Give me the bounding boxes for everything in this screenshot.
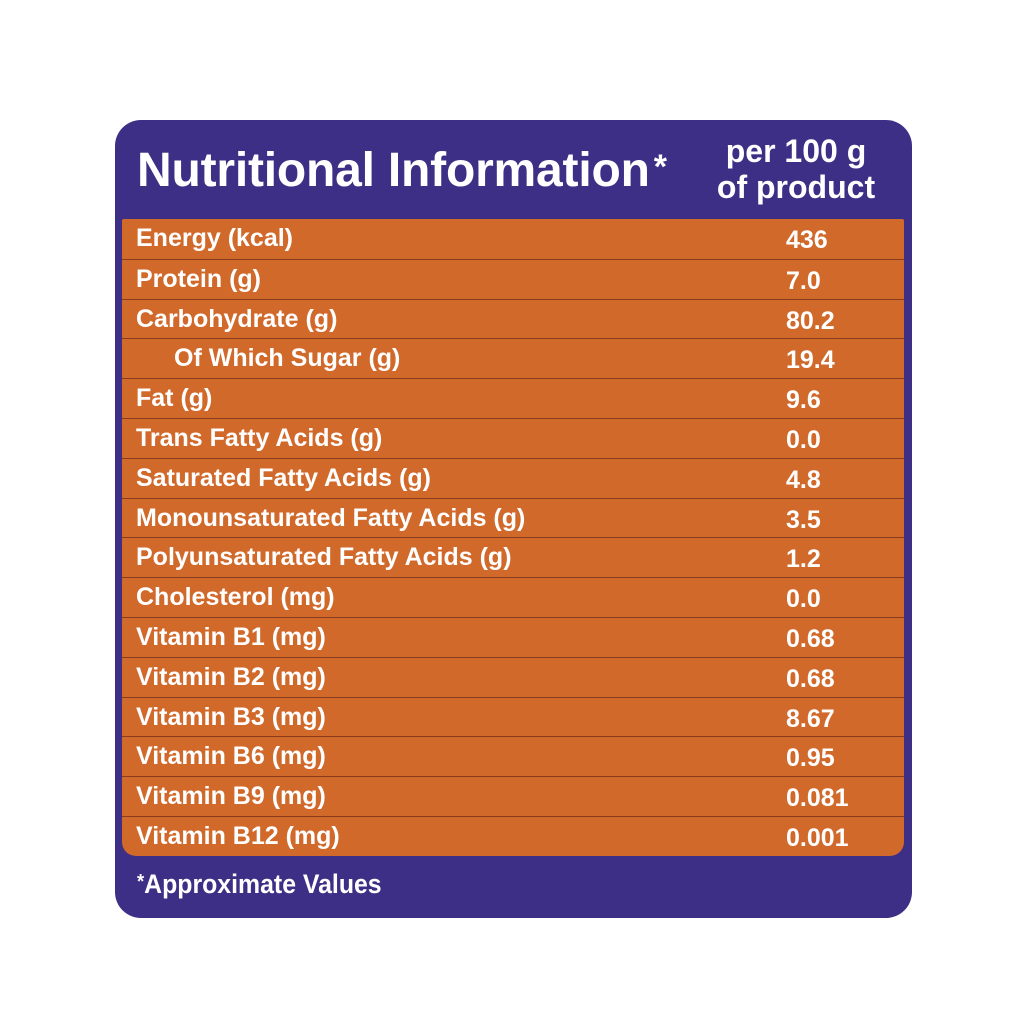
row-label: Cholesterol (mg) — [136, 583, 335, 612]
table-row: Vitamin B6 (mg) 0.95 — [122, 736, 904, 776]
table-row: Energy (kcal) 436 — [122, 219, 904, 259]
row-value: 3.5 — [786, 505, 821, 534]
row-label: Vitamin B12 (mg) — [136, 821, 340, 850]
table-row: Vitamin B9 (mg) 0.081 — [122, 776, 904, 816]
unit-header-line2: of product — [716, 169, 876, 205]
row-label: Vitamin B6 (mg) — [136, 742, 326, 771]
row-value: 9.6 — [786, 386, 821, 415]
table-row: Trans Fatty Acids (g) 0.0 — [122, 417, 904, 458]
row-label: Of Which Sugar (g) — [174, 344, 401, 373]
table-row: Saturated Fatty Acids (g) 4.8 — [122, 457, 904, 498]
row-value: 436 — [786, 226, 828, 254]
table-row: Vitamin B1 (mg) 0.68 — [122, 616, 904, 657]
row-value: 0.68 — [786, 664, 835, 693]
row-value: 0.95 — [786, 744, 835, 773]
table-row: Polyunsaturated Fatty Acids (g) 1.2 — [122, 537, 904, 577]
table-row: Carbohydrate (g) 80.2 — [122, 298, 904, 339]
row-label: Vitamin B1 (mg) — [136, 622, 326, 651]
table-row: Fat (g) 9.6 — [122, 378, 904, 418]
row-value: 8.67 — [786, 704, 835, 733]
title-asterisk: * — [653, 148, 667, 186]
table-row: Vitamin B12 (mg) 0.001 — [122, 815, 904, 856]
row-label: Vitamin B3 (mg) — [136, 702, 326, 731]
nutrition-table: Energy (kcal) 436 Protein (g) 7.0 Carbohyd… — [122, 219, 904, 856]
row-value: 4.8 — [786, 465, 821, 494]
row-value: 0.001 — [786, 823, 849, 852]
row-label: Monounsaturated Fatty Acids (g) — [136, 503, 526, 532]
row-label: Polyunsaturated Fatty Acids (g) — [136, 543, 512, 572]
row-value: 19.4 — [786, 346, 835, 375]
row-label: Saturated Fatty Acids (g) — [136, 463, 431, 492]
unit-header-line1: per 100 g — [725, 133, 867, 169]
footnote-text: Approximate Values — [144, 869, 382, 899]
table-row: Protein (g) 7.0 — [122, 258, 904, 299]
footnote: *Approximate Values — [137, 866, 382, 902]
table-row: Of Which Sugar (g) 19.4 — [122, 338, 904, 378]
row-value: 0.081 — [786, 784, 849, 813]
row-value: 0.0 — [786, 425, 821, 454]
title-text: Nutritional Information — [137, 144, 650, 197]
row-value: 7.0 — [786, 266, 821, 295]
row-label: Trans Fatty Acids (g) — [136, 423, 383, 452]
footnote-asterisk: * — [137, 871, 145, 893]
row-value: 0.0 — [786, 585, 821, 614]
unit-header: per 100 g of product — [706, 133, 886, 205]
row-value: 1.2 — [786, 545, 821, 574]
table-row: Cholesterol (mg) 0.0 — [122, 577, 904, 617]
row-label: Vitamin B2 (mg) — [136, 662, 326, 691]
row-value: 80.2 — [786, 306, 835, 335]
panel-title: Nutritional Information * — [137, 140, 667, 202]
table-row: Vitamin B3 (mg) 8.67 — [122, 696, 904, 737]
row-label: Vitamin B9 (mg) — [136, 782, 326, 811]
row-value: 0.68 — [786, 624, 835, 653]
table-row: Monounsaturated Fatty Acids (g) 3.5 — [122, 497, 904, 538]
row-label: Energy (kcal) — [136, 224, 294, 252]
table-row: Vitamin B2 (mg) 0.68 — [122, 656, 904, 697]
row-label: Carbohydrate (g) — [136, 304, 338, 333]
row-label: Fat (g) — [136, 384, 213, 413]
row-label: Protein (g) — [136, 264, 261, 293]
